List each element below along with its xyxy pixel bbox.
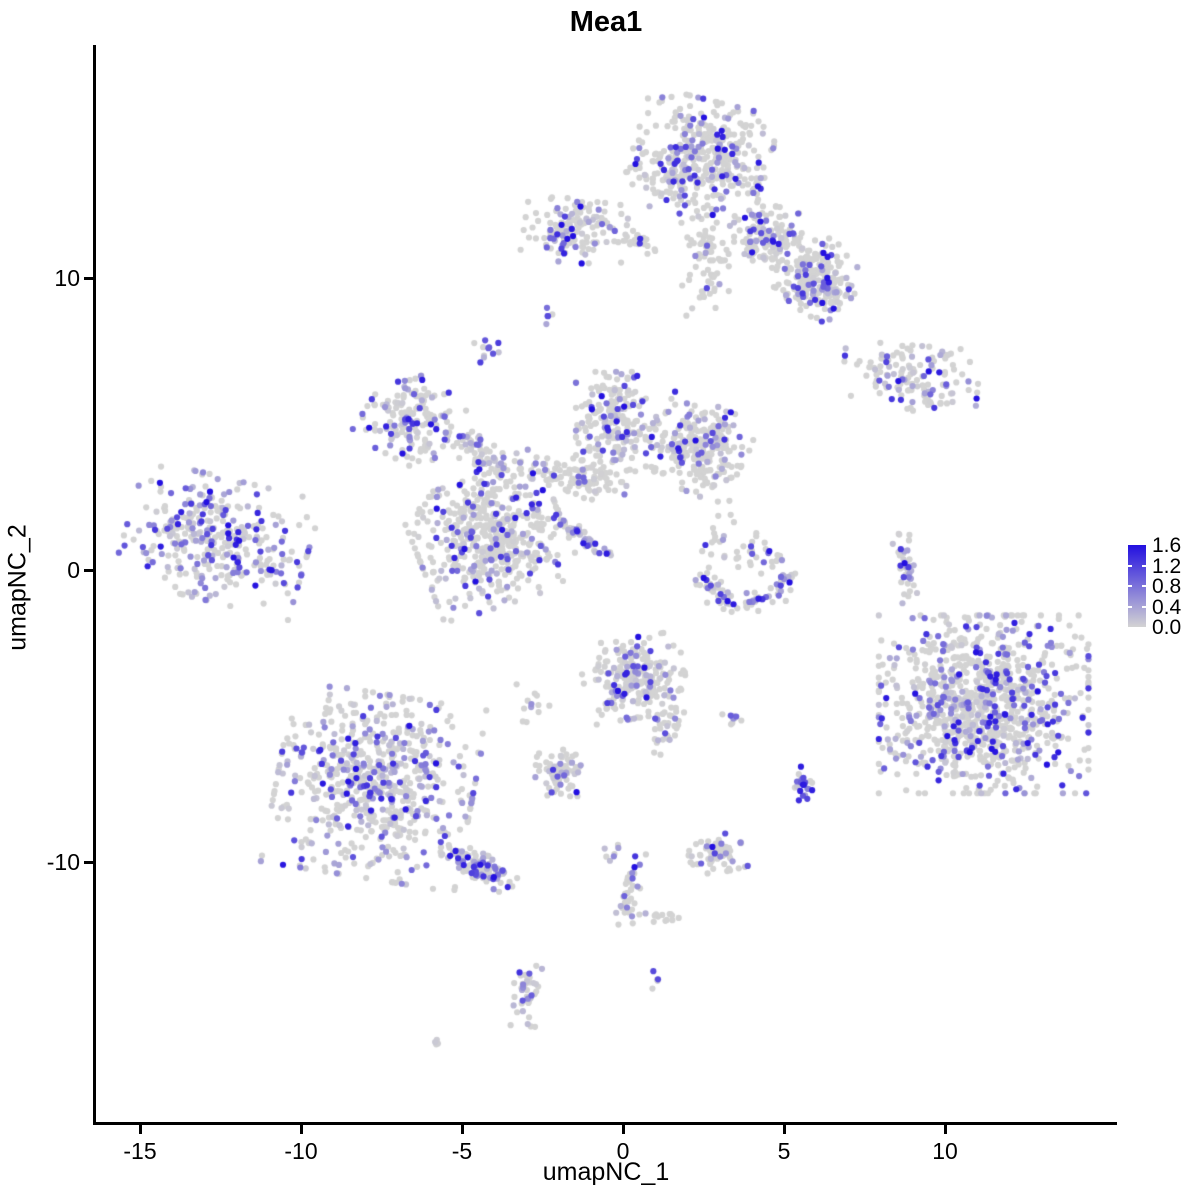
plot-title: Mea1: [569, 6, 643, 38]
x-tick-mark: [782, 1125, 786, 1134]
y-tick-mark: [84, 568, 93, 572]
x-tick-label: -10: [284, 1138, 318, 1164]
x-tick-label: 10: [932, 1138, 958, 1164]
legend-tick-notch: [1128, 564, 1132, 567]
x-tick-label: 0: [616, 1138, 630, 1164]
legend-tick-label: 1.6: [1152, 534, 1182, 557]
x-tick-label: 5: [777, 1138, 791, 1164]
legend-tick-label: 0.4: [1152, 595, 1182, 619]
y-tick-mark: [84, 276, 93, 280]
x-axis-line: [93, 1122, 1117, 1125]
legend-tick-notch: [1142, 605, 1146, 608]
x-tick-mark: [621, 1125, 625, 1134]
x-tick-mark: [299, 1125, 303, 1134]
x-tick-mark: [460, 1125, 464, 1134]
y-axis-line: [93, 45, 96, 1125]
x-tick-mark: [138, 1125, 142, 1134]
y-tick-label: 10: [54, 265, 80, 291]
x-tick-label: -15: [123, 1138, 157, 1164]
y-tick-label: 0: [67, 557, 80, 583]
x-axis-label: umapNC_1: [542, 1158, 670, 1186]
legend-tick-label: 0.0: [1152, 616, 1182, 639]
legend-tick-label: 0.8: [1152, 575, 1182, 598]
x-tick-label: -5: [451, 1138, 473, 1164]
legend-tick-notch: [1142, 564, 1146, 567]
legend-tick-notch: [1128, 585, 1132, 587]
legend-tick-notch: [1128, 605, 1132, 608]
legend-tick-notch: [1142, 585, 1146, 587]
y-axis-label: umapNC_2: [3, 524, 32, 651]
y-tick-label: -10: [46, 849, 80, 875]
legend-colorbar: [1128, 545, 1146, 627]
y-tick-mark: [84, 860, 93, 864]
legend-tick-label: 1.2: [1152, 554, 1182, 578]
x-tick-mark: [943, 1125, 947, 1134]
